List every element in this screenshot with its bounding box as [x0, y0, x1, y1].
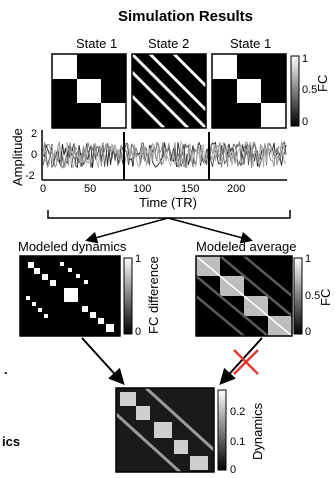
state-label-3: State 1	[230, 36, 272, 51]
fc-tick-05: 0.5	[302, 84, 318, 96]
state-3-matrix	[211, 53, 287, 129]
edge-fragment-dot: .	[4, 362, 8, 377]
avg-tick-0: 0	[305, 326, 312, 338]
modeled-average-colorbar	[293, 257, 303, 335]
timeseries-trace	[42, 140, 287, 169]
dyn-tick-02: 0.2	[230, 406, 246, 418]
fcdiff-tick-1: 1	[135, 253, 142, 265]
fcdiff-tick-0: 0	[135, 326, 142, 338]
avg-tick-05: 0.5	[305, 290, 321, 302]
state-label-2: State 2	[148, 36, 190, 51]
edge-fragment-ics: ics	[2, 434, 21, 449]
dynamics-colorbar-label: Dynamics	[250, 402, 265, 460]
fc-tick-1: 1	[302, 53, 309, 65]
xtick-50: 50	[84, 183, 97, 195]
fc-tick-0: 0	[302, 116, 309, 128]
avg-colorbar-label: FC	[318, 288, 333, 306]
ytick-neg2: -2	[25, 170, 35, 182]
xtick-150: 150	[181, 183, 200, 195]
dynamics-matrix	[114, 386, 216, 474]
dyn-tick-0: 0	[230, 464, 237, 476]
state-1-matrix	[51, 53, 127, 129]
avg-tick-1: 1	[305, 253, 312, 265]
state-2-matrix	[130, 52, 208, 130]
modeled-average-label: Modeled average	[196, 239, 297, 254]
dynamics-colorbar	[123, 257, 133, 335]
xtick-0: 0	[40, 183, 47, 195]
dyn-result-colorbar	[217, 389, 227, 471]
dyn-tick-01: 0.1	[230, 436, 246, 448]
ytick-0: 0	[31, 149, 38, 161]
modeled-dynamics-label: Modeled dynamics	[18, 239, 127, 254]
ytick-2: 2	[31, 128, 38, 140]
timeseries-plot	[41, 130, 287, 181]
fcdiff-label: FC difference	[146, 256, 161, 334]
xtick-100: 100	[133, 183, 152, 195]
modeled-dynamics-matrix	[19, 255, 121, 337]
fc-colorbar-top	[290, 55, 300, 127]
time-label: Time (TR)	[139, 195, 198, 210]
state-label-1: State 1	[76, 36, 118, 51]
timeseries-trace	[42, 140, 287, 170]
figure-title: Simulation Results	[118, 8, 254, 25]
modeled-average-matrix	[195, 255, 293, 337]
xtick-200: 200	[227, 183, 246, 195]
